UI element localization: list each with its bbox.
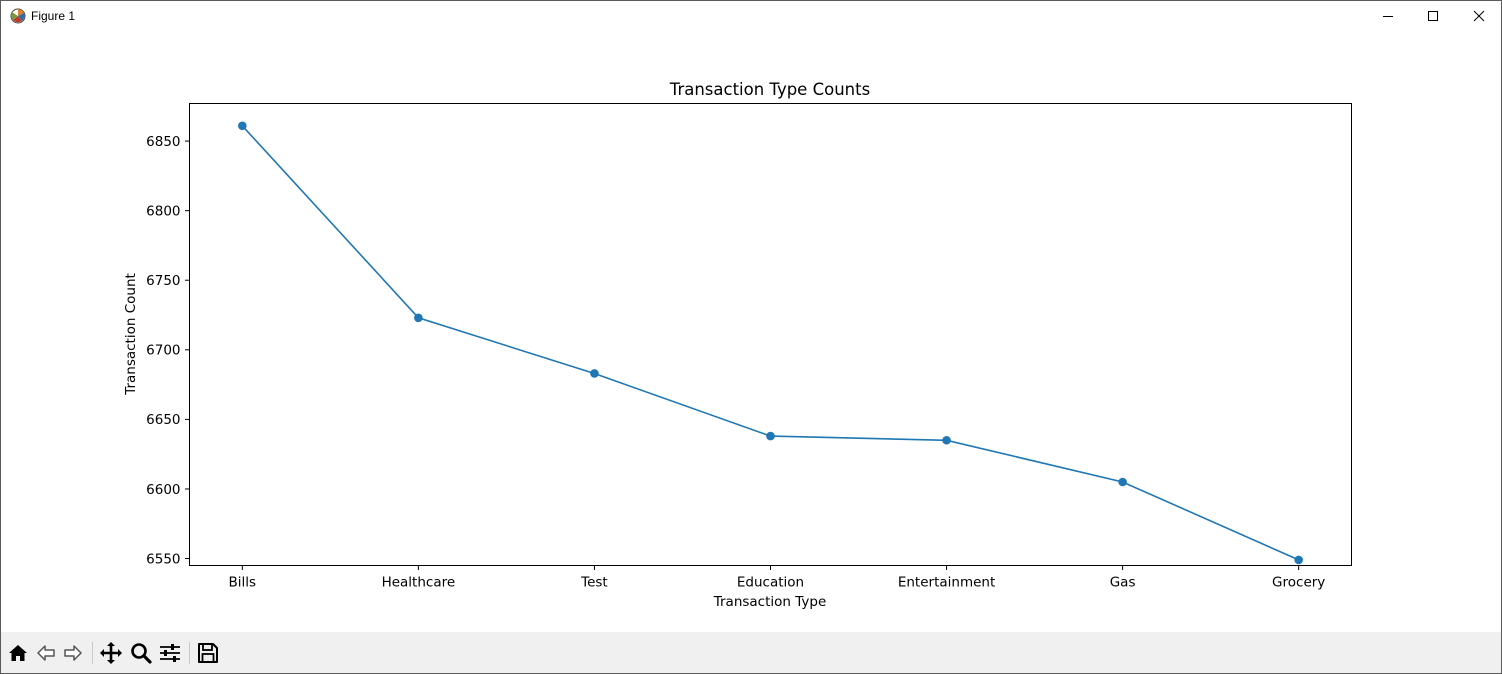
y-tick-label: 6750 bbox=[146, 273, 180, 289]
y-tick-label: 6800 bbox=[146, 203, 180, 219]
zoom-button[interactable] bbox=[128, 640, 154, 666]
data-point bbox=[590, 369, 599, 378]
x-tick-label: Grocery bbox=[1272, 575, 1325, 591]
sliders-icon bbox=[160, 644, 180, 662]
configure-subplots-button[interactable] bbox=[157, 640, 183, 666]
x-tick-label: Healthcare bbox=[382, 575, 456, 591]
navigation-toolbar bbox=[1, 632, 1501, 673]
minimize-icon bbox=[1383, 16, 1393, 17]
floppy-disk-icon bbox=[198, 643, 218, 663]
y-axis-label: Transaction Count bbox=[123, 273, 139, 396]
series-transaction-count bbox=[238, 121, 1303, 565]
home-icon bbox=[9, 645, 27, 661]
title-bar[interactable]: Figure 1 bbox=[1, 1, 1501, 31]
maximize-button[interactable] bbox=[1410, 1, 1456, 31]
close-icon bbox=[1473, 10, 1485, 22]
data-point bbox=[942, 435, 951, 445]
data-point bbox=[1118, 477, 1127, 487]
plot-area bbox=[189, 103, 1352, 566]
y-tick-label: 6550 bbox=[146, 551, 180, 567]
x-tick-label: Bills bbox=[229, 575, 257, 591]
toolbar-separator bbox=[189, 642, 190, 664]
chart-title: Transaction Type Counts bbox=[669, 80, 870, 99]
y-tick-label: 6600 bbox=[146, 482, 180, 498]
y-tick-label: 6850 bbox=[146, 134, 180, 150]
x-tick-label: Test bbox=[580, 575, 608, 591]
move-icon bbox=[100, 642, 122, 664]
y-axis: 6550 6600 6650 6700 6750 6800 6850 bbox=[146, 134, 190, 567]
matplotlib-icon bbox=[10, 8, 26, 24]
data-point bbox=[414, 313, 423, 323]
home-button[interactable] bbox=[5, 640, 31, 666]
back-button[interactable] bbox=[33, 640, 59, 666]
data-point bbox=[238, 121, 247, 131]
minimize-button[interactable] bbox=[1365, 1, 1411, 31]
y-tick-label: 6700 bbox=[146, 343, 180, 359]
data-point bbox=[1294, 555, 1303, 565]
x-tick-label: Education bbox=[737, 575, 804, 591]
maximize-icon bbox=[1428, 11, 1438, 21]
y-tick-label: 6650 bbox=[146, 412, 180, 428]
x-axis: Bills Healthcare Test Education Entertainmen… bbox=[229, 565, 1325, 591]
forward-button[interactable] bbox=[60, 640, 86, 666]
line-chart: Transaction Type Counts 6550 6600 6650 6700… bbox=[123, 80, 1352, 610]
save-button[interactable] bbox=[195, 640, 221, 666]
forward-arrow-icon bbox=[64, 645, 82, 661]
toolbar-separator bbox=[92, 642, 93, 664]
back-arrow-icon bbox=[37, 645, 55, 661]
window-title: Figure 1 bbox=[31, 9, 76, 23]
magnifier-icon bbox=[131, 643, 152, 664]
data-point bbox=[766, 431, 775, 441]
x-tick-label: Entertainment bbox=[898, 575, 995, 591]
close-button[interactable] bbox=[1456, 1, 1502, 31]
x-axis-label: Transaction Type bbox=[713, 594, 827, 610]
pan-button[interactable] bbox=[98, 640, 124, 666]
x-tick-label: Gas bbox=[1110, 575, 1136, 591]
figure-canvas[interactable]: Transaction Type Counts 6550 6600 6650 6700… bbox=[1, 31, 1501, 631]
